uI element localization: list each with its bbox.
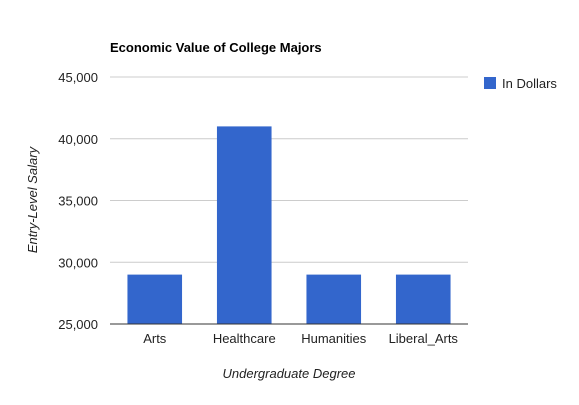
y-tick-label: 35,000 <box>58 194 98 209</box>
bars <box>127 126 451 325</box>
chart-title: Economic Value of College Majors <box>110 40 322 55</box>
legend: In Dollars <box>484 76 557 91</box>
bar-arts <box>127 274 183 324</box>
x-axis-ticks: Arts Healthcare Humanities Liberal_Arts <box>143 331 458 346</box>
y-axis-ticks: 25,000 30,000 35,000 40,000 45,000 <box>58 70 98 332</box>
y-tick-label: 45,000 <box>58 70 98 85</box>
y-tick-label: 40,000 <box>58 132 98 147</box>
y-tick-label: 25,000 <box>58 317 98 332</box>
x-axis-title: Undergraduate Degree <box>223 366 356 381</box>
bar-healthcare <box>216 126 272 325</box>
bar-humanities <box>306 274 362 324</box>
y-axis-title: Entry-Level Salary <box>25 145 40 253</box>
gridlines <box>110 76 468 263</box>
legend-swatch <box>484 77 496 89</box>
x-tick-label: Healthcare <box>213 331 276 346</box>
legend-label: In Dollars <box>502 76 557 91</box>
bar-liberal-arts <box>395 274 451 324</box>
x-tick-label: Arts <box>143 331 167 346</box>
x-tick-label: Humanities <box>301 331 367 346</box>
y-tick-label: 30,000 <box>58 255 98 270</box>
x-tick-label: Liberal_Arts <box>389 331 459 346</box>
